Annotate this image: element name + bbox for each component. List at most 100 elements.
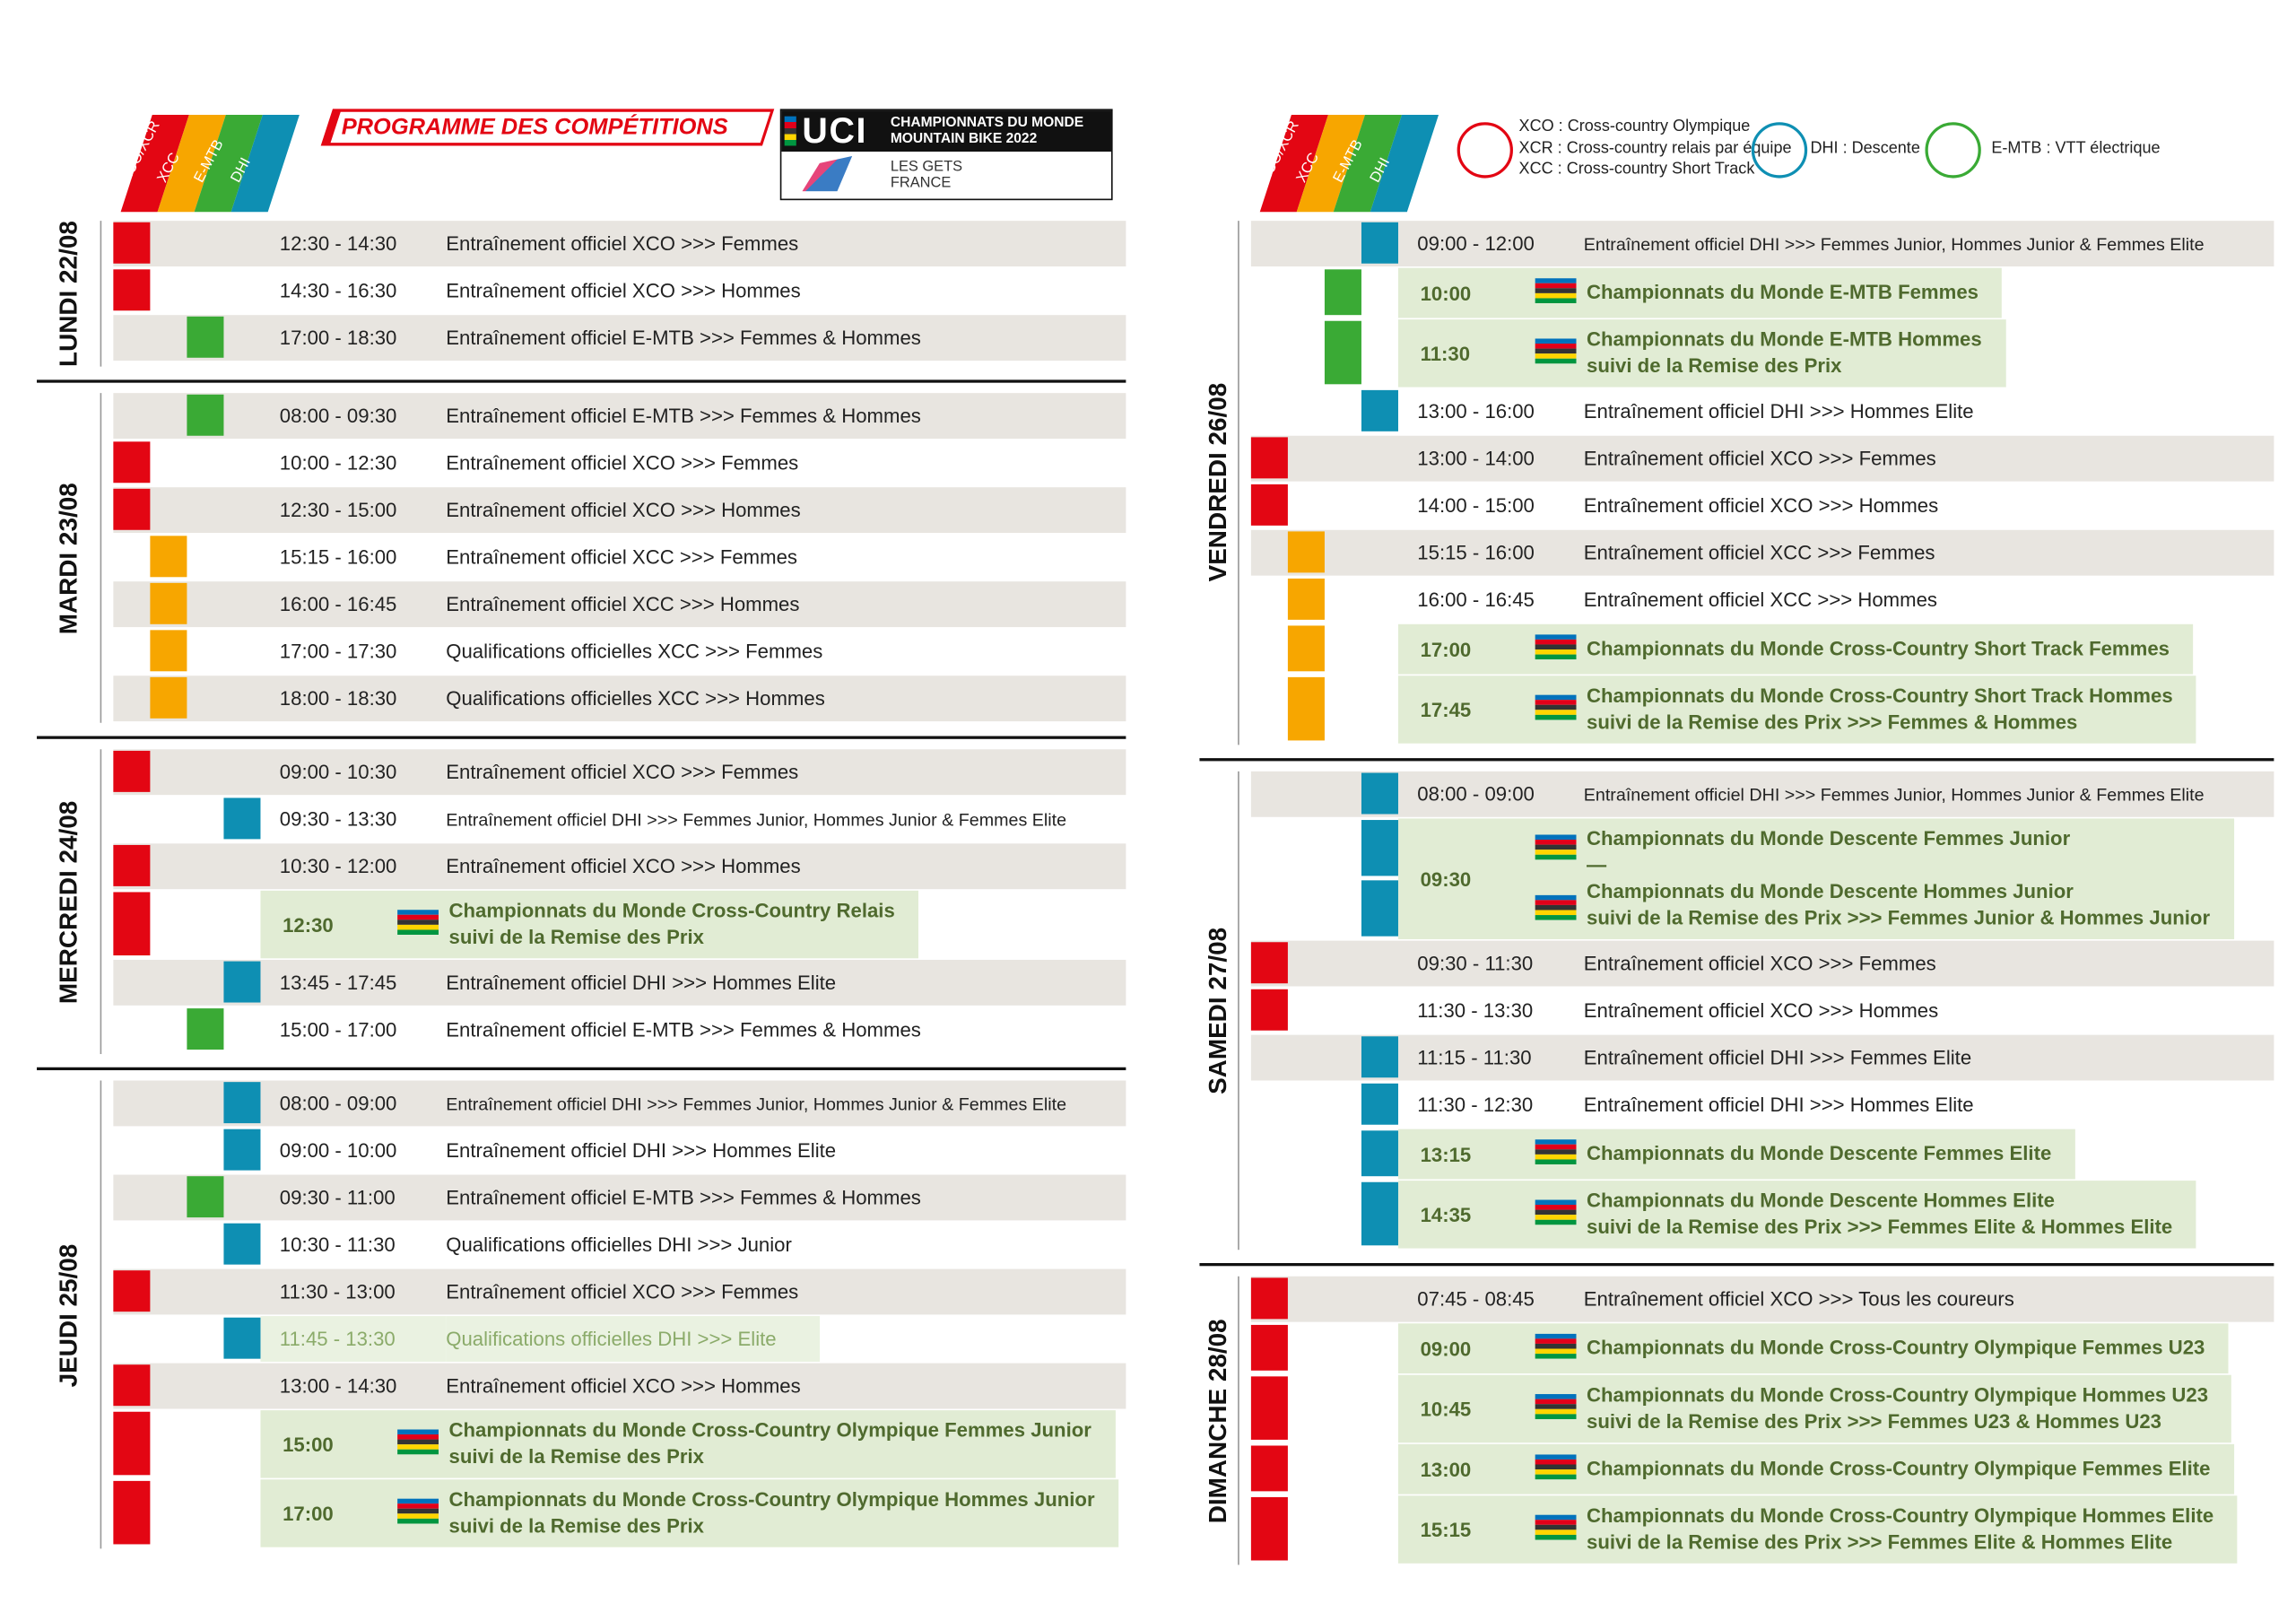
event-time: 13:00 — [1420, 1458, 1472, 1481]
day: SAMEDI 27/08 08:00 - 09:00 Entraînement of… — [1199, 761, 2274, 1267]
discipline-marker — [1250, 1496, 1288, 1561]
event-time: 14:00 - 15:00 — [1417, 494, 1535, 518]
marker-area — [113, 844, 260, 890]
logo-top: UCI CHAMPIONNATS DU MONDE MOUNTAIN BIKE 2… — [781, 110, 1111, 153]
event-text-line: suivi de la Remise des Prix >>> Femmes E… — [1587, 1216, 2173, 1239]
stripe — [1535, 644, 1577, 650]
event-text: Championnats du Monde Descente Hommes El… — [1587, 1188, 2172, 1241]
championship-box: 17:00 Championnats du Monde Cross-Country… — [1397, 623, 2194, 675]
stripe — [1535, 1154, 1577, 1160]
discipline-marker — [1361, 772, 1398, 815]
stripe — [1535, 849, 1577, 854]
discipline-marker — [1287, 676, 1325, 741]
championship-row: 13:00 Championnats du Monde Cross-Country… — [1250, 1443, 2274, 1495]
championship-row: 15:15 Championnats du Monde Cross-Country… — [1250, 1495, 2274, 1564]
stripe — [1535, 1414, 1577, 1419]
event-row: 11:45 - 13:30 Qualifications officielles … — [113, 1316, 1126, 1363]
marker-area — [113, 1480, 260, 1547]
day-rows: 08:00 - 09:00 Entraînement officiel DHI >… — [113, 1080, 1126, 1549]
stripe — [1535, 1514, 1577, 1521]
championship-box: 13:00 Championnats du Monde Cross-Country… — [1397, 1443, 2234, 1495]
event-row: 13:00 - 14:00 Entraînement officiel XCO >… — [1250, 435, 2274, 482]
event-text: Entraînement officiel XCO >>> Femmes — [446, 232, 799, 255]
event-text: Entraînement officiel XCO >>> Hommes — [1583, 494, 1939, 518]
rainbow-icon — [1535, 1514, 1577, 1540]
event-text-line: Championnats du Monde Descente Femmes Ju… — [1587, 827, 2071, 850]
event-text-line: Championnats du Monde Cross-Country Olym… — [448, 1419, 1091, 1442]
championship-box: 09:00 Championnats du Monde Cross-Country… — [1397, 1323, 2229, 1374]
discipline-marker — [1250, 484, 1288, 526]
stripe — [1535, 909, 1577, 915]
icon-wrap — [1535, 338, 1587, 368]
event-text-line: Championnats du Monde Descente Femmes El… — [1587, 1142, 2052, 1165]
icons — [1535, 1495, 1587, 1563]
rainbow-icon — [397, 1429, 439, 1455]
championship-box: 13:15 Championnats du Monde Descente Femm… — [1397, 1129, 2075, 1180]
stripe — [1535, 639, 1577, 645]
discipline-marker — [113, 1412, 151, 1476]
event-row: 14:30 - 16:30 Entraînement officiel XCO >… — [113, 268, 1126, 314]
day-label: MARDI 23/08 — [37, 393, 102, 724]
event-text: Championnats du Monde Cross-Country Olym… — [1587, 1456, 2210, 1483]
championship-box: 17:45 Championnats du Monde Cross-Country… — [1397, 675, 2196, 744]
event-row: 08:00 - 09:00 Entraînement officiel DHI >… — [1250, 771, 2274, 817]
icons — [397, 891, 448, 958]
championship-row: 10:00 Championnats du Monde E-MTB Femmes — [1251, 267, 2274, 318]
event-text: Entraînement officiel E-MTB >>> Femmes &… — [446, 405, 921, 428]
discipline-marker — [1324, 269, 1361, 316]
event-text: Entraînement officiel XCO >>> Femmes — [446, 761, 799, 784]
icon-wrap — [1535, 694, 1587, 725]
icon-wrap — [1535, 1514, 1587, 1545]
marker-area — [113, 315, 260, 361]
rainbow-stripes — [784, 116, 796, 146]
event-text: Entraînement officiel XCO >>> Hommes — [446, 1375, 801, 1398]
logo-place-line: FRANCE — [890, 175, 952, 192]
discipline-marker — [150, 630, 187, 672]
icon-wrap — [1535, 833, 1587, 864]
icon-wrap — [1535, 1199, 1587, 1229]
discipline-marker — [187, 1176, 224, 1218]
event-text-line: Championnats du Monde E-MTB Femmes — [1587, 281, 1979, 304]
championship-box: 15:15 Championnats du Monde Cross-Country… — [1397, 1495, 2238, 1564]
discipline-marker — [1250, 1445, 1288, 1492]
event-text: Championnats du Monde Descente Femmes Ju… — [1587, 826, 2210, 932]
marker-area — [113, 1364, 260, 1409]
legend-icon — [1925, 122, 1981, 179]
event-text: Qualifications officielles DHI >>> Elite — [446, 1316, 821, 1363]
event-text-line: Championnats du Monde Cross-Country Olym… — [1587, 1383, 2209, 1407]
stripe — [397, 1513, 439, 1520]
discipline-marker — [1250, 989, 1288, 1031]
stripe — [1535, 694, 1577, 701]
stripe — [1535, 654, 1577, 660]
event-text: Entraînement officiel XCO >>> Femmes — [1583, 952, 1936, 975]
event-text: Entraînement officiel E-MTB >>> Femmes &… — [446, 1187, 921, 1209]
championship-row: 14:35 Championnats du Monde Descente Homm… — [1251, 1181, 2274, 1249]
event-time: 12:30 - 15:00 — [279, 499, 397, 522]
event-text-line: suivi de la Remise des Prix — [448, 926, 704, 949]
logo-graphic — [802, 155, 853, 192]
event-text-line: Championnats du Monde Cross-Country Shor… — [1587, 684, 2173, 707]
rainbow-icon — [1535, 694, 1577, 720]
event-row: 12:30 - 14:30 Entraînement officiel XCO >… — [113, 221, 1126, 267]
event-text: Entraînement officiel DHI >>> Femmes Jun… — [1583, 783, 2205, 805]
stripe — [1535, 1394, 1577, 1399]
event-text: Entraînement officiel XCC >>> Femmes — [1583, 541, 1935, 564]
championship-row: 11:30 Championnats du Monde E-MTB Hommes s… — [1251, 319, 2274, 388]
event-text-line: Championnats du Monde Cross-Country Olym… — [1587, 1504, 2214, 1527]
event-text: Entraînement officiel XCO >>> Hommes — [446, 855, 801, 878]
event-time: 13:00 - 16:00 — [1417, 400, 1535, 423]
marker-area — [113, 1222, 261, 1268]
column: VENDREDI 26/08 09:00 - 12:00 Entraînement … — [1199, 218, 2274, 1578]
event-text-line: suivi de la Remise des Prix >>> Femmes E… — [1587, 1530, 2173, 1554]
championship-box: 12:30 Championnats du Monde Cross-Country… — [260, 891, 919, 959]
rainbow-icon — [1535, 833, 1577, 859]
day-rows: 08:00 - 09:30 Entraînement officiel E-MTB… — [113, 393, 1126, 723]
event-text-line: suivi de la Remise des Prix — [448, 1514, 704, 1538]
event-time: 14:30 - 16:30 — [279, 279, 397, 302]
event-text: Championnats du Monde Cross-Country Shor… — [1587, 636, 2170, 663]
event-text: Qualifications officielles XCC >>> Homme… — [446, 687, 825, 710]
discipline-marker — [113, 1364, 151, 1407]
marker-area — [1250, 1495, 1398, 1563]
discipline-marker — [187, 316, 224, 358]
event-time: 15:00 - 17:00 — [279, 1018, 397, 1041]
